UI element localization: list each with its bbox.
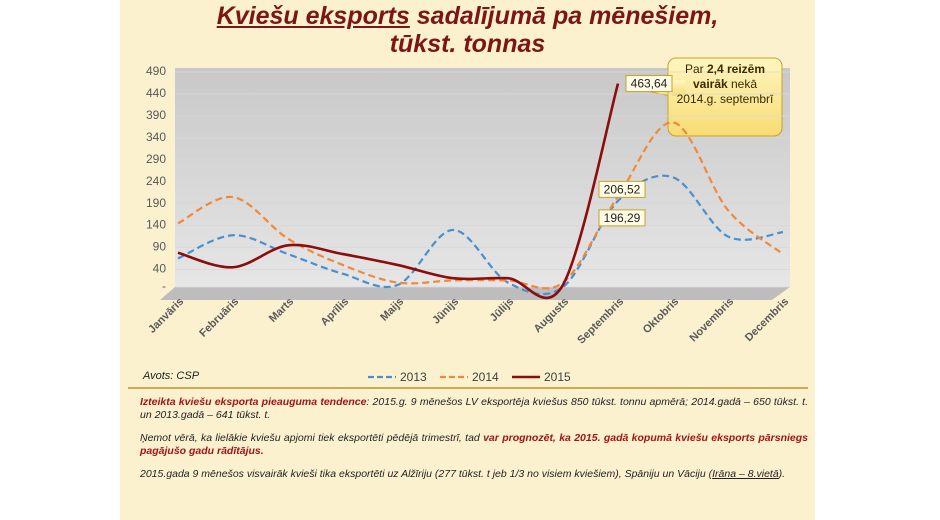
series-line (177, 174, 784, 296)
data-label: 463,64 (631, 77, 668, 91)
series-line (177, 83, 620, 300)
y-tick-label: 90 (153, 240, 167, 254)
note-text: Ņemot vērā, ka lielākie kviešu apjomi ti… (140, 432, 484, 444)
x-tick-label: Aprīlis (318, 296, 351, 329)
legend-label: 2014 (472, 370, 499, 384)
note-paragraph: 2015.gada 9 mēnešos visvairāk kvieši tik… (140, 468, 808, 481)
y-tick-label: 190 (146, 196, 166, 210)
y-tick-label: 440 (146, 86, 166, 100)
title-underlined: Kviešu eksports (216, 2, 410, 30)
note-text: var prognozēt, ka 2015. gadā kopumā kvie… (140, 432, 808, 457)
note-paragraph: Izteikta kviešu eksporta pieauguma tende… (140, 396, 808, 422)
callout-text: Par (684, 62, 707, 76)
legend-label: 2015 (544, 370, 571, 384)
note-text: ). (778, 468, 786, 480)
callout-pointer-join (672, 80, 686, 96)
data-label-box (598, 180, 646, 198)
y-tick-label: 240 (146, 174, 166, 188)
legend-label: 2013 (400, 370, 427, 384)
title-line2: tūkst. tonnas (389, 30, 546, 58)
title-rest: sadalījumā pa mēnešiem, (409, 2, 719, 30)
y-tick-label: 290 (146, 152, 166, 166)
data-label-box (598, 209, 646, 227)
x-tick-label: Janvāris (146, 296, 186, 336)
y-tick-label: 490 (146, 64, 166, 78)
plot-floor (160, 287, 790, 300)
x-tick-label: Decembris (743, 296, 791, 344)
note-text: : 2015.g. 9 mēnešos LV eksportēja kviešu… (140, 396, 808, 421)
y-tick-label: 340 (146, 130, 166, 144)
x-tick-label: Augusts (532, 296, 572, 336)
callout-bold: 2,4 reizēm vairāk (692, 62, 766, 91)
notes: Izteikta kviešu eksporta pieauguma tende… (140, 396, 808, 491)
x-tick-label: Februāris (197, 296, 241, 340)
data-label: 206,52 (604, 183, 641, 197)
x-tick-label: Oktobris (641, 296, 681, 336)
y-tick-label: - (162, 279, 166, 293)
y-tick-label: 390 (146, 108, 166, 122)
callout-text: nekā 2014.g. septembrī (676, 77, 774, 106)
y-tick-label: 140 (146, 218, 166, 232)
callout-box (667, 57, 783, 137)
x-tick-label: Septembris (575, 296, 626, 347)
source: Avots: CSP (143, 370, 200, 382)
data-label: 196,29 (604, 211, 641, 225)
note-paragraph: Ņemot vērā, ka lielākie kviešu apjomi ti… (140, 432, 808, 458)
data-label-box (625, 75, 673, 93)
x-tick-label: Marts (267, 296, 296, 325)
series-line (177, 121, 784, 290)
callout: Par 2,4 reizēm vairāk nekā 2014.g. septe… (672, 62, 778, 107)
chart-title: Kviešu eksports sadalījumā pa mēnešiem, t… (120, 2, 815, 58)
note-text: Izteikta kviešu eksporta pieauguma tende… (140, 396, 367, 408)
note-text: Irāna – 8.vietā (712, 468, 779, 480)
note-text: 2015.gada 9 mēnešos visvairāk kvieši tik… (140, 468, 713, 480)
y-tick-label: 40 (153, 262, 167, 276)
x-tick-label: Jūnijs (430, 296, 461, 327)
x-tick-label: Novembris (687, 296, 736, 345)
